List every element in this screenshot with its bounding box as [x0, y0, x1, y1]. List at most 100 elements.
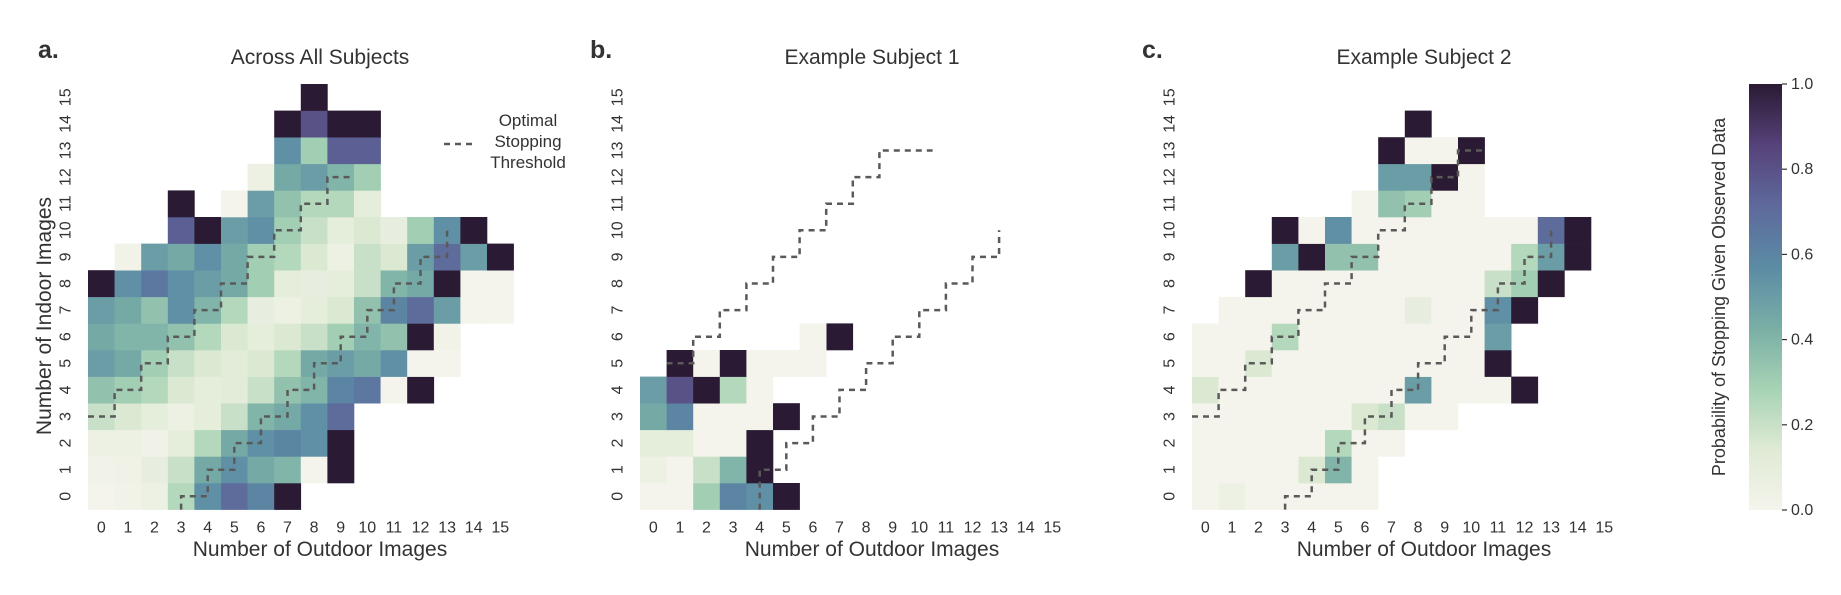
x-tick-label: 8 — [1414, 520, 1423, 537]
optimal-threshold-line — [666, 149, 933, 365]
heatmap-cell — [1245, 323, 1273, 351]
y-tick-label: 5 — [1162, 359, 1179, 368]
heatmap-cell — [1404, 243, 1432, 271]
heatmap-cell — [1192, 323, 1219, 351]
heatmap-cell — [300, 323, 328, 351]
legend-label-line-2: Stopping — [494, 132, 561, 151]
y-tick-label: 9 — [610, 252, 627, 261]
x-tick-label: 14 — [1017, 520, 1035, 537]
heatmap-cell — [1218, 456, 1246, 484]
heatmap-cell — [1271, 350, 1299, 377]
heatmap-cell — [380, 350, 408, 377]
heatmap-cell — [1378, 137, 1406, 165]
heatmap-cell — [433, 217, 461, 244]
heatmap-cell — [666, 403, 694, 431]
heatmap-cell — [1404, 137, 1432, 165]
heatmap-cell — [746, 350, 774, 377]
y-tick-label: 9 — [1162, 252, 1179, 261]
heatmap-cell — [1298, 217, 1326, 244]
y-tick-label: 8 — [610, 279, 627, 288]
colorbar-label: Probability of Stopping Given Observed D… — [1709, 117, 1729, 476]
y-tick-label: 5 — [610, 359, 627, 368]
x-tick-label: 13 — [438, 520, 456, 537]
y-tick-label: 14 — [58, 115, 75, 133]
heatmap-cell — [1192, 429, 1219, 457]
heatmap-cell — [88, 270, 115, 298]
legend-label-line-3: Threshold — [490, 153, 566, 172]
x-tick-label: 12 — [412, 520, 430, 537]
threshold-lines-b — [666, 149, 1001, 510]
threshold-lines-c — [1192, 149, 1553, 510]
optimal-threshold-line — [1192, 149, 1485, 418]
heatmap-cell — [1351, 403, 1379, 431]
heatmap-cell — [1404, 110, 1432, 138]
x-tick-label: 15 — [1043, 520, 1061, 537]
y-tick-label: 6 — [58, 332, 75, 341]
x-tick-label: 8 — [310, 520, 319, 537]
heatmap-cell — [194, 429, 222, 457]
heatmap-cell — [114, 403, 142, 431]
x-tick-label: 6 — [1360, 520, 1369, 537]
heatmap-cell — [640, 376, 667, 404]
y-tick-label: 7 — [610, 306, 627, 315]
heatmap-cell — [1271, 243, 1299, 271]
heatmap-cell — [1325, 296, 1352, 324]
x-tick-labels-a: 0 1 2 3 4 5 6 7 8 9 10 11 12 13 14 15 — [97, 520, 509, 537]
heatmap-cell — [1431, 190, 1459, 218]
heatmap-cell — [194, 243, 222, 271]
heatmap-cell — [1378, 190, 1406, 218]
heatmap-cell — [407, 350, 435, 377]
y-tick-label: 1 — [58, 465, 75, 474]
x-tick-label: 7 — [835, 520, 844, 537]
heatmap-cell — [1351, 350, 1379, 377]
heatmap-cell — [1218, 483, 1246, 510]
x-tick-label: 5 — [782, 520, 791, 537]
heatmap-cell — [1218, 296, 1246, 324]
heatmap-cell — [327, 296, 355, 324]
heatmap-cell — [167, 350, 195, 377]
heatmap-cell — [1458, 243, 1485, 271]
heatmap-cell — [746, 403, 774, 431]
y-tick-label: 1 — [1162, 465, 1179, 474]
heatmap-cell — [247, 376, 275, 404]
y-tick-label: 2 — [1162, 439, 1179, 448]
legend-label-line-1: Optimal — [499, 111, 558, 130]
x-tick-label: 2 — [1254, 520, 1263, 537]
heatmap-cell — [1245, 270, 1273, 298]
heatmap-cell — [300, 403, 328, 431]
y-tick-label: 9 — [58, 252, 75, 261]
colorbar-tick-label: 0.0 — [1791, 502, 1813, 519]
heatmap-cell — [1298, 350, 1326, 377]
x-axis-label-c: Number of Outdoor Images — [1297, 538, 1551, 561]
y-tick-label: 10 — [1162, 221, 1179, 239]
heatmap-cell — [247, 190, 275, 218]
y-tick-label: 14 — [1162, 115, 1179, 133]
colorbar-ticks: 0.0 0.2 0.4 0.6 0.8 1.0 — [1782, 76, 1813, 519]
heatmap-cell — [719, 403, 747, 431]
heatmap-cell — [327, 217, 355, 244]
x-tick-label: 0 — [1201, 520, 1210, 537]
heatmap-cell — [1298, 429, 1326, 457]
heatmap-cell — [1537, 217, 1565, 244]
heatmap-cell — [719, 456, 747, 484]
heatmap-cell — [433, 323, 461, 351]
heatmap-cell — [1325, 403, 1352, 431]
x-tick-label: 11 — [1490, 520, 1507, 537]
heatmap-cell — [1325, 217, 1352, 244]
heatmap-cell — [141, 243, 169, 271]
heatmap-cell — [1404, 296, 1432, 324]
heatmap-cell — [773, 350, 800, 377]
heatmap-cell — [167, 190, 195, 218]
heatmap-cell — [746, 376, 774, 404]
heatmap-cell — [1298, 323, 1326, 351]
x-tick-label: 3 — [729, 520, 738, 537]
x-tick-label: 4 — [203, 520, 212, 537]
heatmap-cell — [1378, 163, 1406, 191]
heatmap-cell — [247, 456, 275, 484]
chart-title-a: Across All Subjects — [231, 46, 410, 69]
heatmap-cell — [1351, 190, 1379, 218]
heatmap-cell — [433, 296, 461, 324]
colorbar-gradient — [1749, 84, 1782, 510]
x-tick-label: 15 — [1595, 520, 1613, 537]
